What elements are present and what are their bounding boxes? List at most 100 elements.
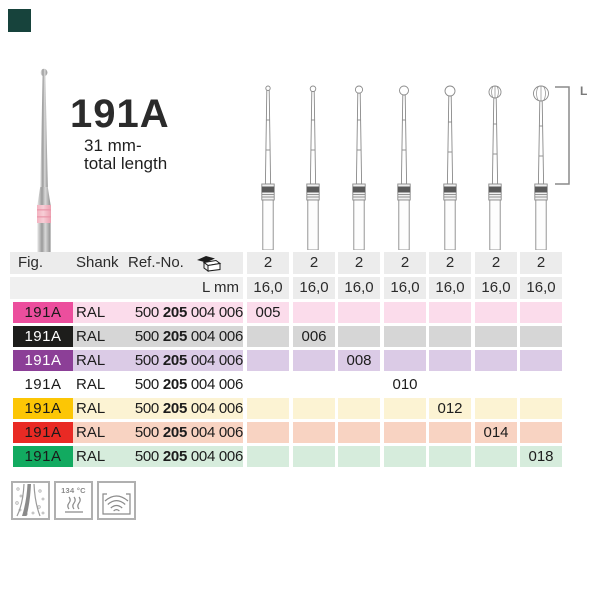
- table-row: 191A RAL 500 205 004 006 010: [0, 374, 600, 395]
- size-col-header: 2: [293, 252, 335, 274]
- l-mm-value: 16,0: [247, 277, 289, 299]
- size-col-header: 2: [429, 252, 471, 274]
- size-cell: [429, 326, 471, 347]
- package-icon: [197, 256, 222, 272]
- shank-cell: RAL: [73, 326, 133, 347]
- size-cell: 008: [338, 350, 380, 371]
- size-cell: [429, 350, 471, 371]
- total-length-line2: total length: [84, 154, 168, 173]
- figure-chip: 191A: [13, 422, 73, 443]
- bur-schematic-006: [306, 85, 320, 250]
- l-mm-value: 16,0: [429, 277, 471, 299]
- size-cell: [384, 398, 426, 419]
- col-header-shank: Shank: [76, 254, 119, 271]
- size-cell: [338, 374, 380, 395]
- l-mm-value: 16,0: [475, 277, 517, 299]
- ref-no-cell: 500 205 004 006: [133, 422, 243, 443]
- shank-cell: RAL: [73, 398, 133, 419]
- size-cell: 014: [475, 422, 517, 443]
- size-cell: [247, 398, 289, 419]
- shank-cell: RAL: [73, 350, 133, 371]
- l-mm-value: 16,0: [293, 277, 335, 299]
- size-cell: [520, 374, 562, 395]
- col-header-fig: Fig.: [18, 254, 44, 271]
- table-row: 191A RAL 500 205 004 006 005: [0, 302, 600, 323]
- size-cell: [338, 326, 380, 347]
- length-bracket-label: L: [580, 84, 588, 98]
- size-cell: [293, 350, 335, 371]
- size-cell: [520, 302, 562, 323]
- size-cell: [247, 350, 289, 371]
- size-cell: [247, 422, 289, 443]
- size-cell: [293, 374, 335, 395]
- ref-no-cell: 500 205 004 006: [133, 398, 243, 419]
- l-mm-value: 16,0: [520, 277, 562, 299]
- size-cell: [293, 422, 335, 443]
- size-cell: [520, 422, 562, 443]
- size-col-header: 2: [247, 252, 289, 274]
- size-cell: [247, 446, 289, 467]
- corner-tab: [8, 9, 31, 32]
- size-cell: [520, 326, 562, 347]
- size-cell: [384, 302, 426, 323]
- ref-no-cell: 500 205 004 006: [133, 302, 243, 323]
- size-cell: [384, 350, 426, 371]
- size-cell: [475, 326, 517, 347]
- shank-cell: RAL: [76, 376, 106, 393]
- l-mm-label: L mm: [10, 277, 243, 299]
- col-header-ref: Ref.-No.: [128, 254, 184, 271]
- ref-no-cell: 500 205 004 006: [133, 446, 243, 467]
- size-cell: [293, 446, 335, 467]
- length-bracket: [555, 86, 570, 185]
- shank-cell: RAL: [73, 446, 133, 467]
- size-cell: [475, 374, 517, 395]
- table-row: 191A RAL 500 205 004 006 014: [0, 422, 600, 443]
- table-row: 191A RAL 500 205 004 006 006: [0, 326, 600, 347]
- thermo-disinfector-icon: [97, 481, 136, 520]
- size-cell: 018: [520, 446, 562, 467]
- sterilizable-134c-icon: 134 °C: [54, 481, 93, 520]
- size-cell: [475, 350, 517, 371]
- size-col-header: 2: [338, 252, 380, 274]
- size-cell: [293, 398, 335, 419]
- table-row: 191A RAL 500 205 004 006 012: [0, 398, 600, 419]
- figure-chip: 191A: [24, 376, 62, 393]
- l-mm-value: 16,0: [384, 277, 426, 299]
- size-cell: [338, 446, 380, 467]
- size-cell: [338, 422, 380, 443]
- size-cell: [384, 422, 426, 443]
- size-cell: 012: [429, 398, 471, 419]
- size-cell: [247, 374, 289, 395]
- figure-chip: 191A: [13, 398, 73, 419]
- size-cell: 005: [247, 302, 289, 323]
- bur-schematic-018: [533, 85, 549, 250]
- size-col-header: 2: [475, 252, 517, 274]
- bur-schematic-014: [488, 85, 502, 250]
- sterilization-temp-label: 134 °C: [61, 486, 86, 495]
- shank-cell: RAL: [73, 422, 133, 443]
- figure-chip: 191A: [13, 446, 73, 467]
- size-col-header: 2: [520, 252, 562, 274]
- size-cell: [520, 398, 562, 419]
- table-row: 191A RAL 500 205 004 006 018: [0, 446, 600, 467]
- ref-no-cell: 500 205 004 006: [133, 326, 243, 347]
- bur-schematic-005: [261, 85, 275, 250]
- figure-chip: 191A: [13, 302, 73, 323]
- size-cell: [384, 326, 426, 347]
- figure-chip: 191A: [13, 350, 73, 371]
- size-cell: [520, 350, 562, 371]
- shank-cell: RAL: [73, 302, 133, 323]
- size-cell: [384, 446, 426, 467]
- bur-schematic-008: [352, 85, 366, 250]
- ref-no-cell: 500 205 004 006: [133, 350, 243, 371]
- size-cell: 006: [293, 326, 335, 347]
- figure-chip: 191A: [13, 326, 73, 347]
- table-row: 191A RAL 500 205 004 006 008: [0, 350, 600, 371]
- size-cell: [338, 398, 380, 419]
- l-mm-value: 16,0: [338, 277, 380, 299]
- bur-schematic-010: [397, 85, 411, 250]
- total-length-line1: 31 mm-: [84, 136, 142, 155]
- root-canal-section-icon: [11, 481, 50, 520]
- product-photo-bur: [37, 68, 51, 253]
